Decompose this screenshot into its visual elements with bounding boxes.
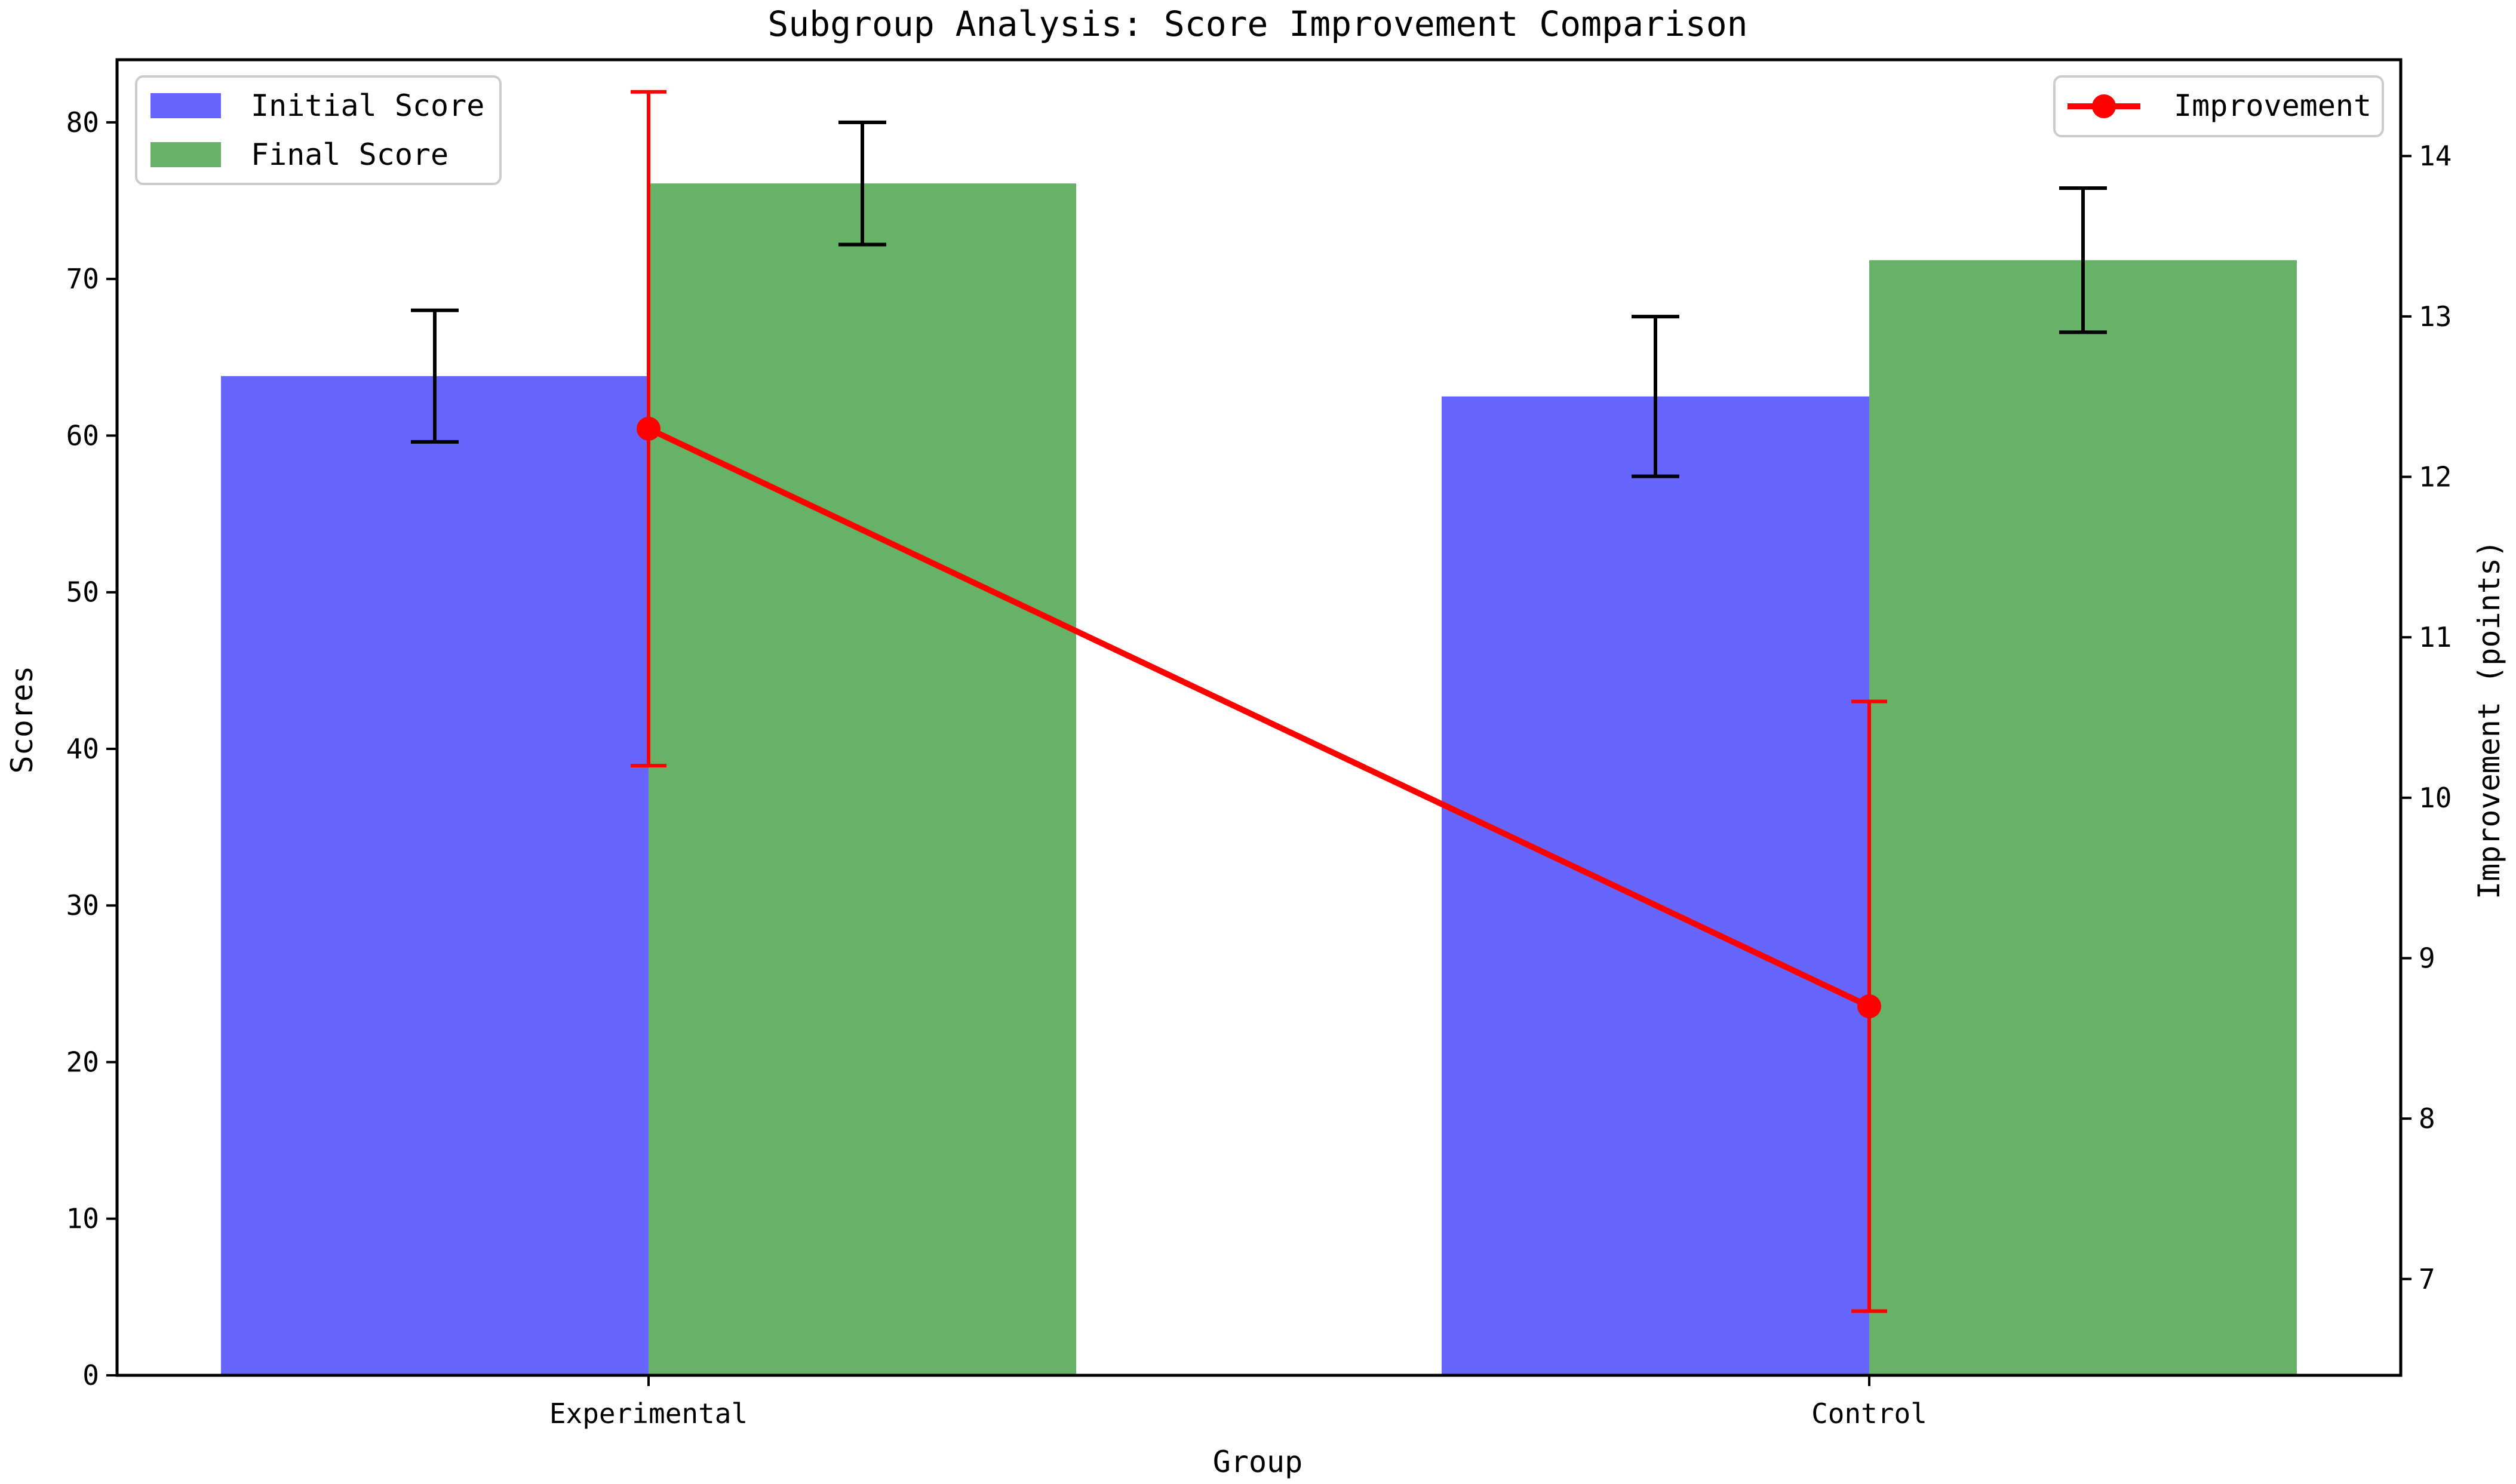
legend-swatch-final xyxy=(150,142,221,167)
y2-tick-label: 8 xyxy=(2419,1102,2435,1135)
bar-errorbars-group xyxy=(411,120,2107,478)
improvement-point-experimental xyxy=(637,416,661,441)
y-tick-label: 70 xyxy=(66,263,99,295)
y2-tick-label: 11 xyxy=(2419,621,2452,653)
y-tick-label: 80 xyxy=(66,106,99,139)
y2-tick-label: 9 xyxy=(2419,942,2435,974)
chart-title: Subgroup Analysis: Score Improvement Com… xyxy=(767,4,1747,44)
axes-group: 0 10 20 30 40 50 60 70 80 7 8 9 10 11 12 13 14 Experiment… xyxy=(66,58,2452,1430)
improvement-line xyxy=(647,426,1871,1009)
y2-tick-label: 7 xyxy=(2419,1263,2435,1295)
x-tick-label-experimental: Experimental xyxy=(549,1397,748,1430)
y-tick-label: 0 xyxy=(82,1359,99,1391)
y2-tick-label: 13 xyxy=(2419,300,2452,333)
y-tick-label: 60 xyxy=(66,419,99,451)
y2-tick-label: 14 xyxy=(2419,140,2452,172)
legend-left-box xyxy=(135,75,502,185)
bar-experimental-final xyxy=(649,183,1076,1375)
bar-experimental-initial xyxy=(221,376,649,1375)
y2-axis-label: Improvement (points) xyxy=(2472,540,2506,899)
x-tick-label-control: Control xyxy=(1811,1397,1927,1430)
y2-tick-label: 10 xyxy=(2419,782,2452,814)
legends-group: Initial Score Final Score Improvement xyxy=(135,75,2384,185)
bar-control-final xyxy=(1869,260,2297,1375)
y-tick-label: 50 xyxy=(66,576,99,609)
plot-frame xyxy=(115,58,2403,1377)
y-tick-label: 10 xyxy=(66,1203,99,1235)
improvement-point-control xyxy=(1857,994,1881,1019)
legend-label-initial: Initial Score xyxy=(251,88,484,123)
improvement-line-group xyxy=(631,90,1887,1313)
bars-group xyxy=(221,183,2297,1376)
y-tick-label: 20 xyxy=(66,1046,99,1078)
legend-marker-improvement xyxy=(2092,94,2116,118)
y-tick-label: 30 xyxy=(66,889,99,921)
y-axis-label: Scores xyxy=(5,666,39,774)
legend-label-improvement: Improvement xyxy=(2174,88,2371,123)
y-tick-label: 40 xyxy=(66,733,99,765)
legend-label-final: Final Score xyxy=(251,137,448,172)
bar-control-initial xyxy=(1442,396,1869,1376)
legend-right-box xyxy=(2053,75,2384,137)
legend-swatch-initial xyxy=(150,93,221,118)
y2-tick-label: 12 xyxy=(2419,461,2452,493)
x-axis-label: Group xyxy=(1213,1445,1303,1479)
